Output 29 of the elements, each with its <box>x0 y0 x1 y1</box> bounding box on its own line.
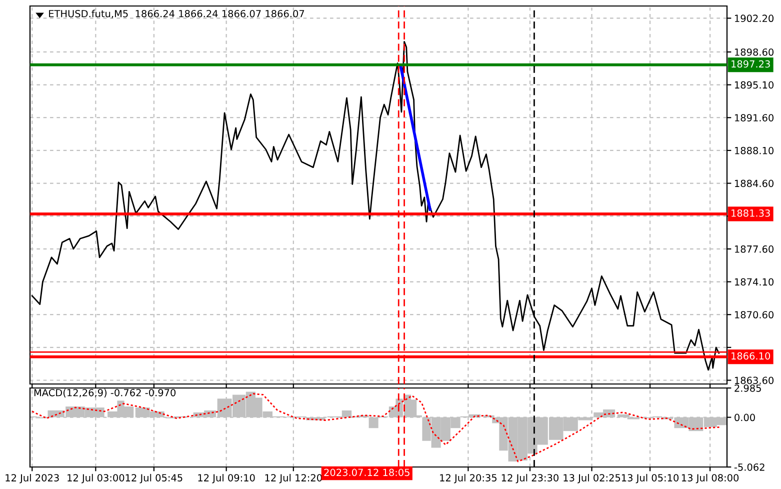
x-tick-label: 12 Jul 09:10 <box>198 474 255 484</box>
y-tick-label: 1902.20 <box>735 14 774 22</box>
y-tick-label: 1891.60 <box>735 114 774 122</box>
y-tick-label: 2.985 <box>734 384 761 392</box>
chart-title: MACD(12,26,9) -0.762 -0.970 <box>34 388 176 398</box>
x-tick-label: 13 Jul 05:10 <box>622 474 679 484</box>
y-tick-label: 1895.10 <box>735 81 774 89</box>
x-tick-label: 12 Jul 05:45 <box>126 474 182 484</box>
y-tick-label: 0.00 <box>734 414 755 422</box>
y-tick-label: 1863.60 <box>735 376 774 384</box>
x-tick-label: 13 Jul 02:25 <box>564 474 620 484</box>
y-tick-label: 1874.10 <box>735 278 774 286</box>
x-tick-label: 12 Jul 03:00 <box>68 474 124 484</box>
ref-line-label: 1897.23 <box>732 60 770 68</box>
y-tick-label: -5.062 <box>734 463 764 471</box>
x-tick-label: 12 Jul 12:20 <box>265 474 322 484</box>
chart-title: ETHUSD.futu,M5 1866.24 1866.24 1866.07 1866.07 <box>49 10 304 18</box>
x-tick-label: 12 Jul 2023 <box>6 474 59 484</box>
y-tick-label: 1884.60 <box>735 180 774 188</box>
ref-line-label: 1866.10 <box>732 352 770 360</box>
y-tick-label: 1870.60 <box>735 311 774 318</box>
y-tick-label: 1888.10 <box>735 146 774 154</box>
ref-line-label: 1881.33 <box>732 209 770 217</box>
y-tick-label: 1898.60 <box>735 48 774 56</box>
x-tick-label: 12 Jul 20:35 <box>440 474 496 484</box>
y-tick-label: 1877.60 <box>735 245 774 253</box>
x-tick-label: 13 Jul 08:00 <box>682 474 739 484</box>
ref-line-label: 2023.07.12 18:05 <box>324 468 410 476</box>
x-tick-label: 12 Jul 23:30 <box>502 474 558 484</box>
